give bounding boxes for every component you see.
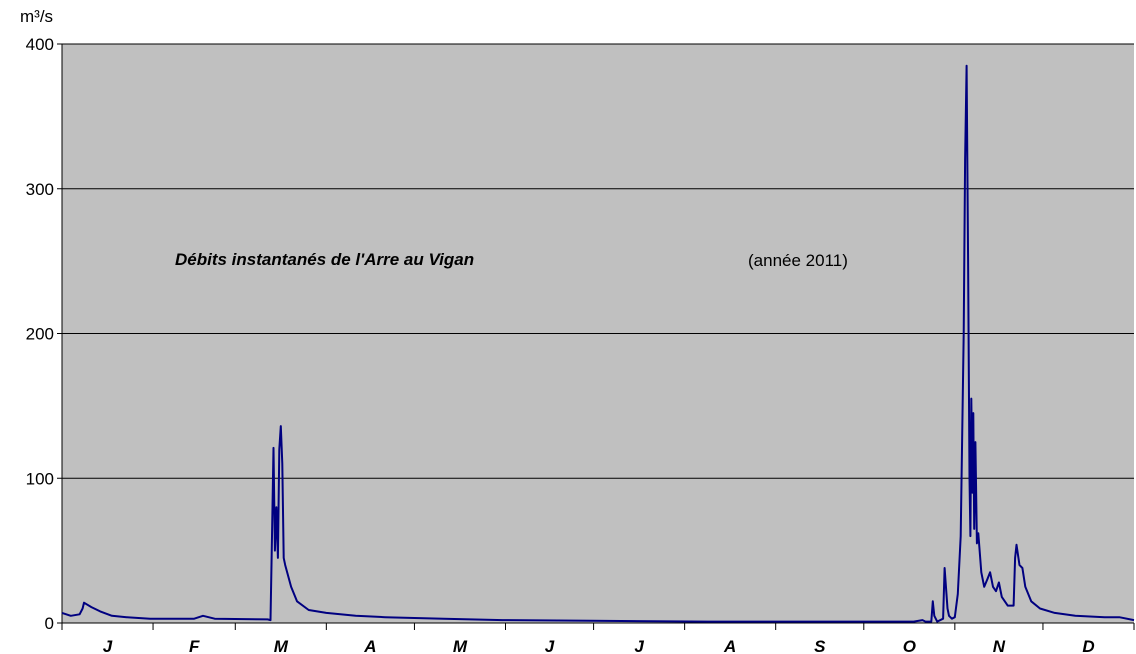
x-tick-label: O xyxy=(903,637,916,654)
x-tick-label: F xyxy=(189,637,200,654)
y-tick-label: 300 xyxy=(26,180,54,199)
chart-subtitle: (année 2011) xyxy=(748,251,848,270)
x-tick-label: J xyxy=(545,637,555,654)
y-axis-label: m³/s xyxy=(20,7,53,26)
chart-title: Débits instantanés de l'Arre au Vigan xyxy=(175,250,474,269)
x-tick-label: J xyxy=(103,637,113,654)
x-tick-label: N xyxy=(993,637,1006,654)
x-tick-label: A xyxy=(363,637,376,654)
flow-line xyxy=(61,64,1135,623)
y-tick-label: 400 xyxy=(26,35,54,54)
y-tick-label: 200 xyxy=(26,325,54,344)
x-tick-label: M xyxy=(274,637,289,654)
y-tick-label: 100 xyxy=(26,469,54,488)
x-tick-label: J xyxy=(634,637,644,654)
x-tick-label: D xyxy=(1082,637,1094,654)
x-tick-label: A xyxy=(723,637,736,654)
y-tick-label: 0 xyxy=(45,614,54,633)
x-tick-label: S xyxy=(814,637,826,654)
x-tick-label: M xyxy=(453,637,468,654)
